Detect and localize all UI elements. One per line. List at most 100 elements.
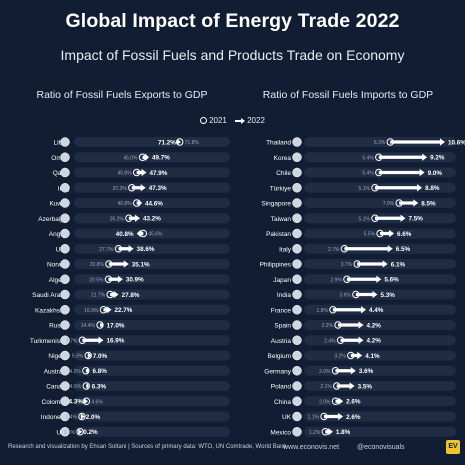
country-label: Mexico — [270, 429, 291, 436]
value-label-2022: 47.3% — [149, 185, 167, 192]
imports-panel-title: Ratio of Fossil Fuels Imports to GDP — [262, 89, 434, 101]
flag-icon — [60, 152, 70, 162]
value-label-2021: 0.1% — [64, 430, 76, 436]
value-label-2022: 44.6% — [145, 200, 163, 207]
value-label-2022: 49.7% — [152, 155, 170, 162]
row-track — [74, 381, 230, 391]
flag-icon — [60, 350, 70, 361]
country-label: Austria — [271, 338, 292, 345]
row-uk: UK 1.1% 2.6% — [282, 411, 456, 422]
value-label-2021: 2.0% — [319, 399, 331, 405]
flag-icon — [60, 137, 70, 147]
value-label-2022: 4.2% — [366, 322, 381, 329]
value-label-2021: 5.1% — [359, 186, 371, 192]
value-label-2022: 4.2% — [366, 338, 381, 345]
country-label: Nigeria — [48, 353, 69, 360]
row-track — [74, 335, 230, 346]
row-singapore: Singapore 7.0% 8.5% — [261, 198, 456, 208]
value-label-2022: 3.6% — [359, 368, 374, 375]
arrow-2022 — [83, 398, 88, 405]
value-label-2021: 2.1% — [320, 384, 332, 390]
arrow-2022 — [340, 336, 364, 344]
country-label: Pakistan — [266, 231, 291, 238]
row-track — [74, 243, 230, 254]
value-label-2022: 6.8% — [92, 368, 107, 375]
value-label-2022: 3.5% — [358, 383, 373, 390]
value-label-2021: 21.7% — [91, 293, 106, 299]
arrow-2022 — [325, 428, 333, 436]
arrow-2022 — [108, 275, 123, 283]
row-track — [74, 213, 230, 224]
value-label-2022: 47.9% — [150, 170, 168, 177]
value-label-2021: 2.7% — [328, 247, 340, 253]
value-label-2021: 2.9% — [331, 277, 343, 283]
value-label-2022: 5.3% — [381, 292, 396, 299]
country-label: Taiwan — [271, 216, 292, 223]
arrow-2022 — [131, 184, 146, 192]
value-label-2021: 1.2% — [309, 430, 321, 436]
row-china: China 2.0% 2.6% — [274, 396, 456, 407]
country-label: France — [271, 307, 292, 314]
country-label: Angola — [49, 231, 70, 238]
value-label-2022: 2.0% — [86, 414, 101, 421]
page-subtitle: Impact of Fossil Fuels and Products Trad… — [60, 47, 405, 63]
value-label-2021: 4.5% — [70, 384, 82, 390]
arrow-2022 — [344, 245, 393, 253]
value-label-2021: 3.7% — [341, 262, 353, 268]
country-label: Spain — [274, 323, 291, 330]
arrow-2022 — [86, 382, 89, 390]
arrow-2022 — [100, 321, 104, 329]
flag-icon — [292, 152, 302, 162]
flag-icon — [60, 396, 70, 406]
value-label-2022: 4.4% — [369, 307, 384, 314]
marker-2021 — [76, 428, 84, 436]
flag-icon — [292, 381, 302, 391]
value-label-2021: 4.2% — [69, 369, 81, 375]
row-mexico: Mexico 1.2% 1.8% — [270, 426, 456, 437]
arrow-2022 — [355, 290, 378, 299]
arrow-2022 — [80, 413, 85, 420]
arrow-2022 — [82, 336, 104, 344]
value-label-2022: 22.7% — [115, 307, 133, 314]
row-angola: Angola 45.6% 40.8% — [49, 228, 230, 239]
row-track — [304, 365, 456, 376]
row-track — [304, 289, 456, 300]
row-track — [74, 426, 230, 437]
row-track — [304, 411, 456, 422]
country-label: Norway — [47, 262, 70, 269]
value-label-2022: 2.6% — [346, 399, 361, 406]
value-label-2021: 45.6% — [148, 232, 163, 238]
arrow-2022 — [335, 397, 344, 405]
value-label-2021: 3.6% — [339, 293, 351, 299]
flag-icon — [292, 396, 302, 406]
flag-icon — [292, 137, 302, 147]
value-label-2022: 6.6% — [397, 231, 412, 238]
arrow-2022 — [128, 214, 140, 222]
legend-2021-label: 2021 — [209, 116, 227, 125]
arrow-2022 — [336, 382, 355, 390]
row-thailand: Thailand 6.3% 10.6% — [266, 137, 465, 147]
value-label-2022: 6.5% — [396, 246, 411, 253]
value-label-2022: 17.0% — [107, 322, 125, 329]
row-track — [74, 152, 230, 163]
row-austria: Austria 2.4% 4.2% — [271, 335, 456, 346]
value-label-2022: 9.2% — [430, 155, 445, 162]
row-track — [74, 350, 230, 361]
arrow-2022 — [332, 306, 367, 314]
row-track — [74, 228, 230, 239]
footer-website: www.econovis.net — [283, 444, 340, 451]
arrow-2022 — [374, 214, 406, 222]
row-germany: Germany 2.0% 3.6% — [264, 365, 456, 376]
legend-2021-marker-icon — [200, 117, 208, 125]
flag-icon — [60, 335, 70, 345]
country-label: Kuwait — [49, 201, 69, 208]
arrow-2022 — [335, 367, 356, 375]
legend-2022-label: 2022 — [247, 116, 265, 125]
flag-icon — [292, 350, 302, 361]
row-track — [74, 198, 230, 208]
value-label-2021: 27.7% — [99, 247, 114, 253]
value-label-2022: 8.5% — [421, 200, 436, 207]
country-label: Indonesia — [41, 414, 70, 421]
